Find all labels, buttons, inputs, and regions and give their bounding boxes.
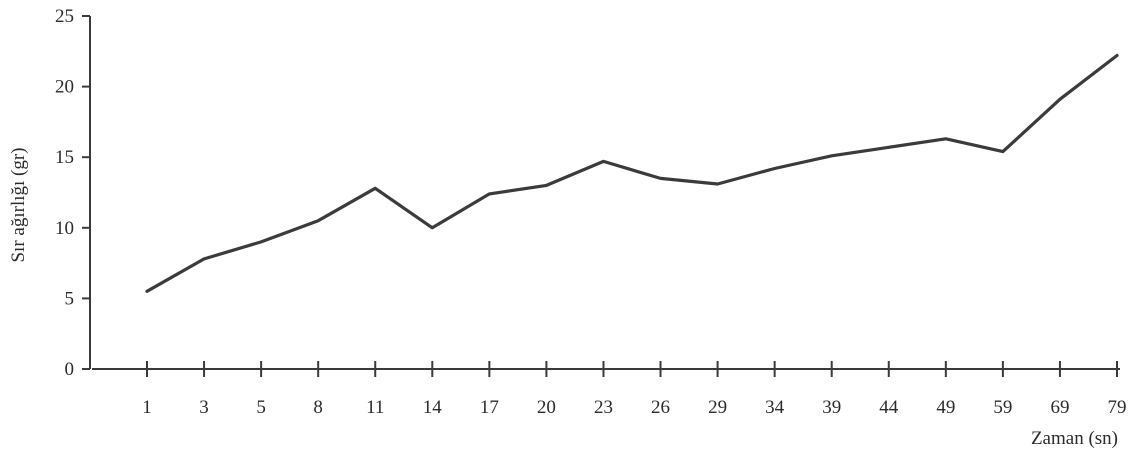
x-axis: 1 3 5 8 11 14 17 20 23 26 29 34 39 44 49 59 69 79 bbox=[92, 361, 1127, 418]
x-tick-label: 14 bbox=[423, 397, 443, 418]
y-axis: 0 5 10 15 20 25 bbox=[55, 6, 91, 380]
y-tick-label: 20 bbox=[55, 77, 74, 98]
x-tick-label: 59 bbox=[993, 397, 1012, 418]
x-tick-label: 17 bbox=[480, 397, 499, 418]
y-tick-label: 0 bbox=[65, 359, 75, 380]
y-tick-label: 5 bbox=[65, 288, 75, 309]
x-tick-label: 23 bbox=[594, 397, 613, 418]
x-tick-label: 29 bbox=[708, 397, 727, 418]
y-tick-label: 10 bbox=[55, 218, 74, 239]
x-tick-label: 8 bbox=[313, 397, 323, 418]
x-tick-label: 5 bbox=[256, 397, 266, 418]
x-tick-label: 39 bbox=[822, 397, 841, 418]
x-tick-label: 79 bbox=[1108, 397, 1127, 418]
x-tick-label: 11 bbox=[366, 397, 384, 418]
x-tick-label: 69 bbox=[1050, 397, 1069, 418]
series-layer bbox=[145, 53, 1119, 293]
x-tick-label: 44 bbox=[879, 397, 899, 418]
x-tick-label: 34 bbox=[765, 397, 785, 418]
y-tick-label: 15 bbox=[55, 147, 74, 168]
x-axis-title: Zaman (sn) bbox=[1031, 428, 1118, 449]
x-tick-label: 26 bbox=[651, 397, 670, 418]
series-line bbox=[145, 53, 1119, 293]
y-axis-title: Sır ağırlığı (gr) bbox=[8, 147, 29, 262]
x-tick-label: 3 bbox=[199, 397, 209, 418]
x-tick-label: 1 bbox=[142, 397, 152, 418]
x-tick-label: 20 bbox=[537, 397, 556, 418]
y-tick-label: 25 bbox=[55, 6, 74, 27]
x-tick-label: 49 bbox=[936, 397, 955, 418]
